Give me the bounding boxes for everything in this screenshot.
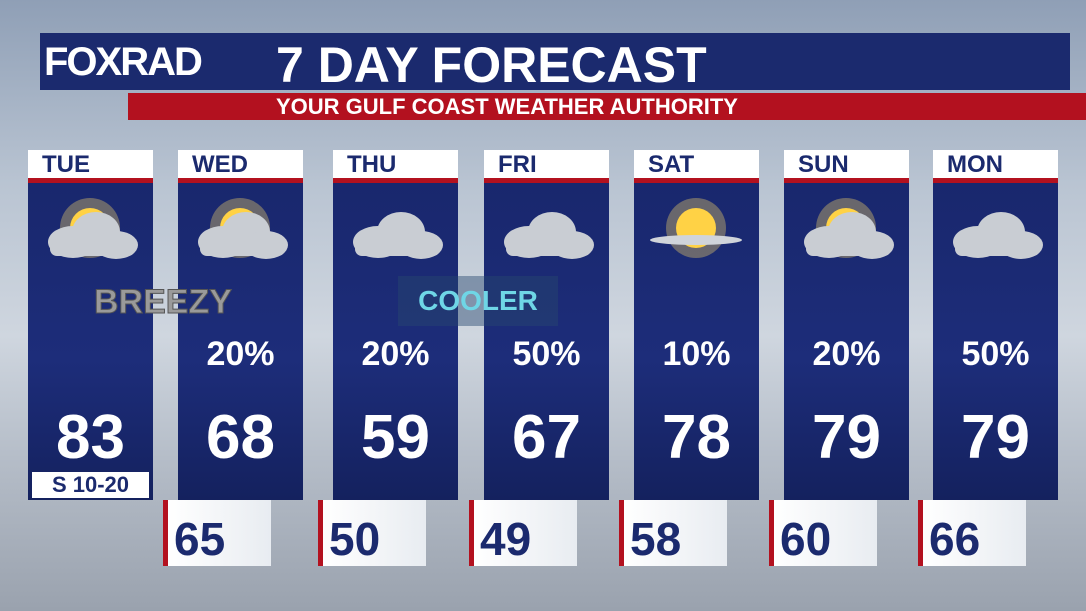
day-column: SUN 20% 79 [784, 150, 909, 500]
high-temp: 68 [206, 403, 275, 472]
header-bar [40, 33, 1070, 90]
logo: FOXRAD [44, 40, 203, 84]
precip-chance: 50% [961, 335, 1030, 373]
low-temp: 50 [318, 500, 426, 566]
low-temp: 66 [918, 500, 1026, 566]
weather-icon [353, 212, 443, 259]
low-temp: 60 [769, 500, 877, 566]
subtitle-bar [128, 93, 1086, 120]
day-label: SUN [784, 150, 909, 183]
weather-icon [650, 198, 742, 258]
weather-icon [198, 198, 288, 259]
day-label: FRI [484, 150, 609, 183]
day-label: WED [178, 150, 303, 183]
precip-chance: 10% [662, 335, 731, 373]
day-column: SAT 10% 78 [634, 150, 759, 500]
cooler-note: COOLER [398, 276, 558, 326]
high-temp: 79 [961, 403, 1030, 472]
low-temp: 58 [619, 500, 727, 566]
low-temp: 49 [469, 500, 577, 566]
day-label: THU [333, 150, 458, 183]
day-label: SAT [634, 150, 759, 183]
day-label: TUE [28, 150, 153, 183]
precip-chance: 20% [206, 335, 275, 373]
day-label: MON [933, 150, 1058, 183]
high-temp: 83 [56, 403, 125, 472]
high-temp: 78 [662, 403, 731, 472]
high-temp: 67 [512, 403, 581, 472]
day-column: FRI 50% 67 [484, 150, 609, 500]
day-column: THU 20% 59 [333, 150, 458, 500]
weather-icon [804, 198, 894, 259]
high-temp: 59 [361, 403, 430, 472]
precip-chance: 50% [512, 335, 581, 373]
day-column: MON 50% 79 [933, 150, 1058, 500]
day-column: WED 20% 68 [178, 150, 303, 500]
title: 7 DAY FORECAST [276, 37, 707, 93]
precip-chance: 20% [812, 335, 881, 373]
high-temp: 79 [812, 403, 881, 472]
breezy-note: BREEZY [94, 283, 233, 322]
day-column: TUE 83 S 10-20 [28, 150, 153, 500]
weather-icon [953, 212, 1043, 259]
weather-icon [504, 212, 594, 259]
low-temp: 65 [163, 500, 271, 566]
weather-icon [48, 198, 138, 259]
precip-chance: 20% [361, 335, 430, 373]
wind: S 10-20 [32, 472, 149, 498]
subtitle: YOUR GULF COAST WEATHER AUTHORITY [276, 94, 738, 119]
